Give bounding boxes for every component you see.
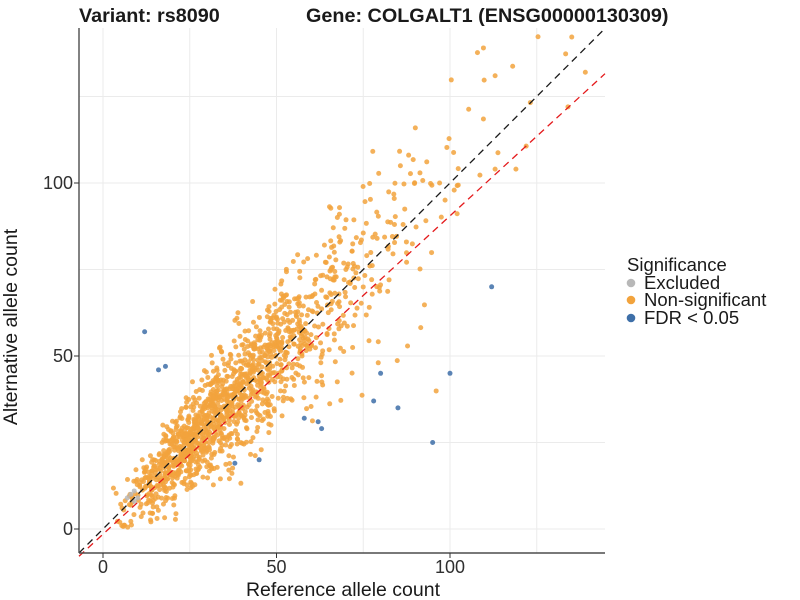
svg-text:50: 50 <box>53 346 73 366</box>
svg-text:0: 0 <box>98 557 108 577</box>
svg-text:Alternative allele count: Alternative allele count <box>0 228 22 425</box>
svg-text:Variant: rs8090: Variant: rs8090 <box>79 5 220 27</box>
svg-text:50: 50 <box>266 557 286 577</box>
svg-text:Reference allele count: Reference allele count <box>246 579 441 600</box>
svg-text:100: 100 <box>435 557 465 577</box>
svg-text:100: 100 <box>43 173 73 193</box>
svg-text:FDR < 0.05: FDR < 0.05 <box>644 307 739 328</box>
svg-text:0: 0 <box>63 519 73 539</box>
svg-text:Gene: COLGALT1 (ENSG0000013030: Gene: COLGALT1 (ENSG00000130309) <box>306 5 668 27</box>
